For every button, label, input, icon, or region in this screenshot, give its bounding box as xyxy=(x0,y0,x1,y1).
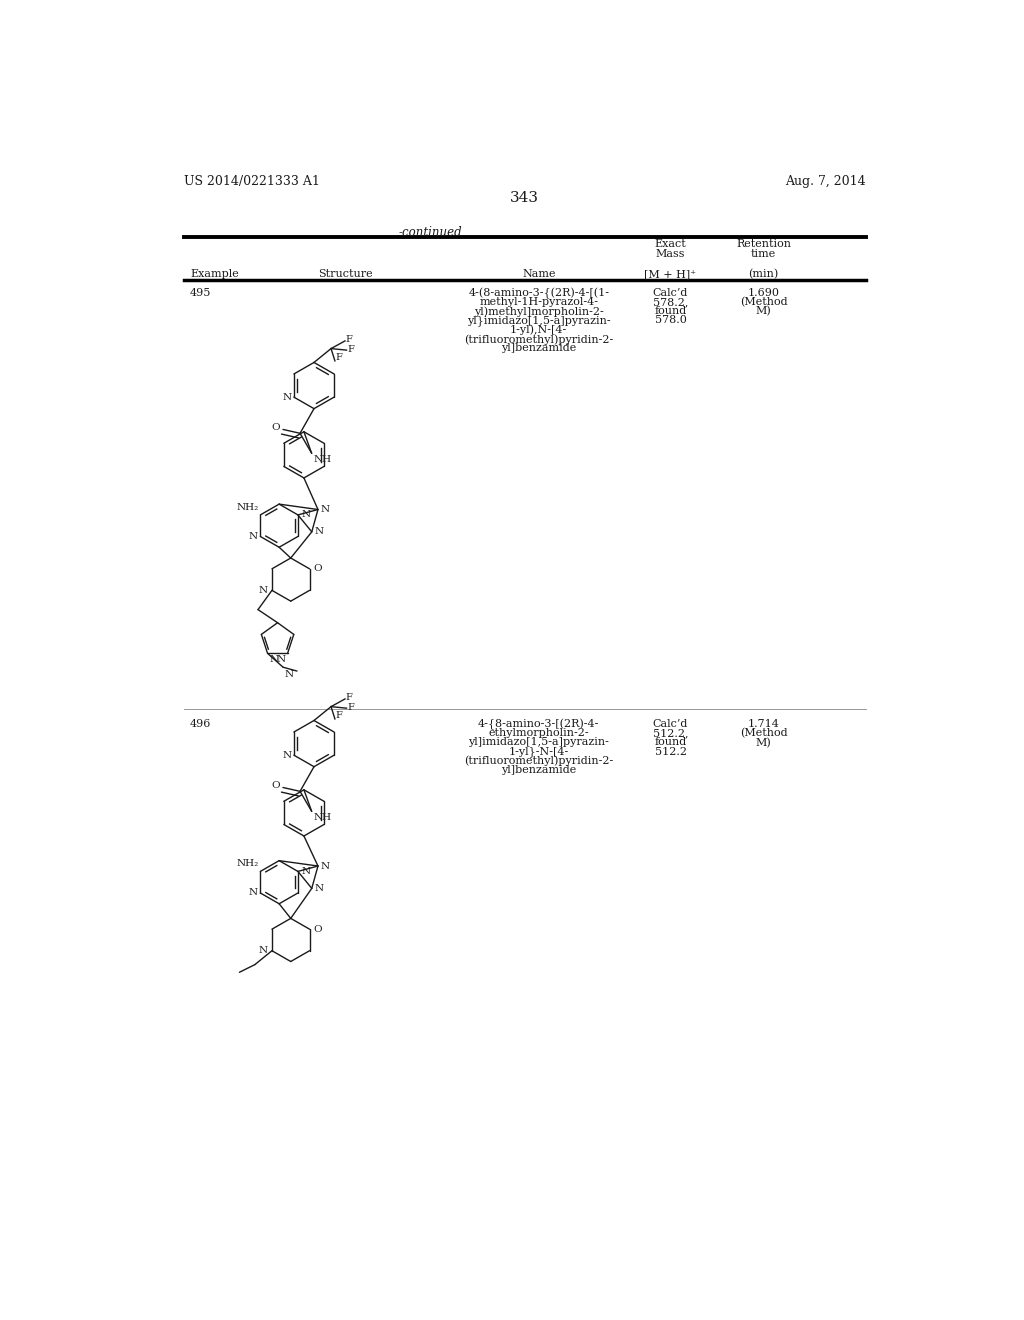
Text: Retention: Retention xyxy=(736,239,791,249)
Text: (min): (min) xyxy=(749,269,778,280)
Text: N: N xyxy=(259,586,268,595)
Text: 4-(8-amino-3-{(2R)-4-[(1-: 4-(8-amino-3-{(2R)-4-[(1- xyxy=(468,288,609,300)
Text: (trifluoromethyl)pyridin-2-: (trifluoromethyl)pyridin-2- xyxy=(464,756,613,767)
Text: Aug. 7, 2014: Aug. 7, 2014 xyxy=(785,176,866,189)
Text: F: F xyxy=(347,345,354,354)
Text: Name: Name xyxy=(522,269,555,280)
Text: 4-{8-amino-3-[(2R)-4-: 4-{8-amino-3-[(2R)-4- xyxy=(478,719,599,730)
Text: 1.714: 1.714 xyxy=(748,719,779,729)
Text: US 2014/0221333 A1: US 2014/0221333 A1 xyxy=(183,176,319,189)
Text: found: found xyxy=(654,306,687,317)
Text: 343: 343 xyxy=(510,191,540,205)
Text: -continued: -continued xyxy=(398,226,462,239)
Text: yl]imidazo[1,5-a]pyrazin-: yl]imidazo[1,5-a]pyrazin- xyxy=(468,738,609,747)
Text: F: F xyxy=(336,354,343,363)
Text: M): M) xyxy=(756,306,771,317)
Text: N: N xyxy=(314,528,324,536)
Text: O: O xyxy=(313,565,322,573)
Text: M): M) xyxy=(756,738,771,747)
Text: 512.2: 512.2 xyxy=(654,747,686,756)
Text: N: N xyxy=(270,655,279,664)
Text: yl]benzamide: yl]benzamide xyxy=(501,343,577,354)
Text: NH: NH xyxy=(313,455,332,463)
Text: N: N xyxy=(259,946,268,956)
Text: found: found xyxy=(654,738,687,747)
Text: (trifluoromethyl)pyridin-2-: (trifluoromethyl)pyridin-2- xyxy=(464,334,613,345)
Text: 496: 496 xyxy=(190,719,211,729)
Text: N: N xyxy=(283,392,292,401)
Text: Calc’d: Calc’d xyxy=(653,719,688,729)
Text: NH₂: NH₂ xyxy=(237,859,259,869)
Text: N: N xyxy=(314,884,324,892)
Text: O: O xyxy=(313,925,322,933)
Text: Example: Example xyxy=(190,269,239,280)
Text: Structure: Structure xyxy=(317,269,373,280)
Text: [M + H]⁺: [M + H]⁺ xyxy=(644,269,696,280)
Text: Mass: Mass xyxy=(655,249,685,259)
Text: F: F xyxy=(346,335,352,343)
Text: methyl-1H-pyrazol-4-: methyl-1H-pyrazol-4- xyxy=(479,297,598,308)
Text: Calc’d: Calc’d xyxy=(653,288,688,298)
Text: N: N xyxy=(301,867,310,876)
Text: O: O xyxy=(271,424,280,433)
Text: N: N xyxy=(301,511,310,519)
Text: N: N xyxy=(285,669,294,678)
Text: yl)methyl]morpholin-2-: yl)methyl]morpholin-2- xyxy=(474,306,603,317)
Text: N: N xyxy=(321,862,330,870)
Text: 578.0: 578.0 xyxy=(654,315,686,326)
Text: NH: NH xyxy=(313,813,332,822)
Text: 1-yl),N-[4-: 1-yl),N-[4- xyxy=(510,325,567,335)
Text: (Method: (Method xyxy=(739,297,787,308)
Text: N: N xyxy=(321,506,330,513)
Text: NH₂: NH₂ xyxy=(237,503,259,512)
Text: F: F xyxy=(336,711,343,721)
Text: yl]benzamide: yl]benzamide xyxy=(501,766,577,775)
Text: 495: 495 xyxy=(190,288,211,298)
Text: yl}imidazo[1,5-a]pyrazin-: yl}imidazo[1,5-a]pyrazin- xyxy=(467,315,610,326)
Text: Exact: Exact xyxy=(654,239,686,249)
Text: 1-yl}-N-[4-: 1-yl}-N-[4- xyxy=(509,747,569,758)
Text: O: O xyxy=(271,781,280,791)
Text: N: N xyxy=(276,655,286,664)
Text: N: N xyxy=(248,532,257,541)
Text: F: F xyxy=(347,704,354,711)
Text: 1.690: 1.690 xyxy=(748,288,779,298)
Text: N: N xyxy=(248,888,257,898)
Text: (Method: (Method xyxy=(739,729,787,738)
Text: ethylmorpholin-2-: ethylmorpholin-2- xyxy=(488,729,589,738)
Text: 512.2,: 512.2, xyxy=(652,729,688,738)
Text: time: time xyxy=(751,249,776,259)
Text: N: N xyxy=(283,751,292,759)
Text: F: F xyxy=(346,693,352,702)
Text: 578.2,: 578.2, xyxy=(653,297,688,308)
